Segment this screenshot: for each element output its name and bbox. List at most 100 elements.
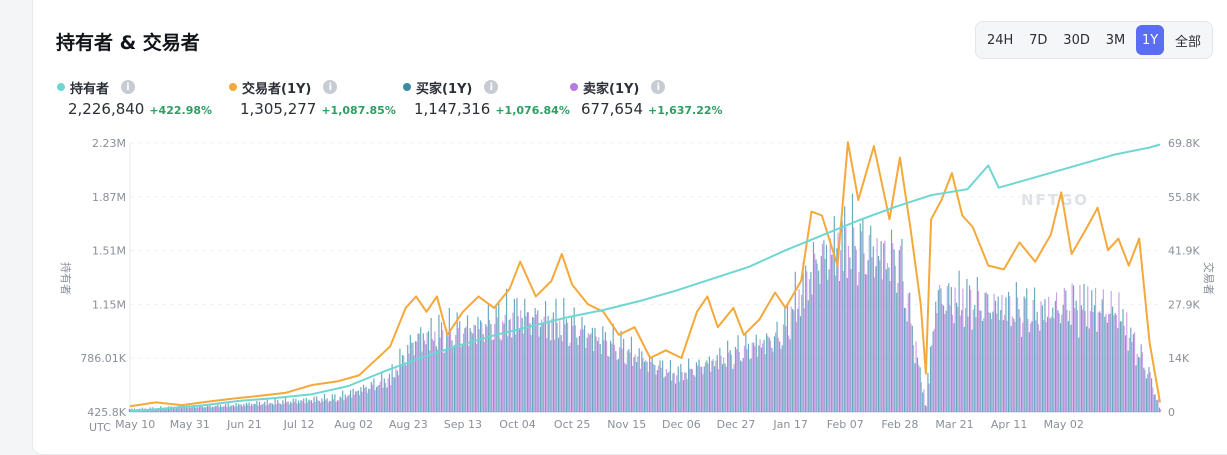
legend-change: +422.98% [149, 104, 213, 117]
seller-bar [1152, 387, 1154, 412]
buyer-bar [823, 240, 825, 412]
buyer-bar [212, 406, 214, 412]
seller-bar [301, 401, 303, 412]
buyer-bar [300, 399, 302, 412]
seller-bar [244, 405, 246, 412]
buyer-bar [1093, 305, 1095, 412]
seller-bar [200, 406, 202, 412]
buyer-bar [539, 326, 541, 412]
legend-item-traders[interactable]: 交易者(1Y) i 1,305,277 +1,087.85% [229, 78, 396, 118]
legend-item-sellers[interactable]: 卖家(1Y) i 677,654 +1,637.22% [570, 78, 723, 118]
buyer-bar [1151, 378, 1153, 412]
buyer-bar [685, 372, 687, 412]
buyer-bar [386, 387, 388, 412]
seller-bar [465, 326, 467, 412]
buyer-bar [529, 323, 531, 412]
seller-bar [749, 359, 751, 412]
buyer-bar [919, 367, 921, 412]
buyer-bar [1002, 320, 1004, 412]
legend-value: 2,226,840 [68, 100, 145, 118]
seller-bar [395, 368, 397, 412]
buyer-bar [981, 320, 984, 412]
buyer-bar [1031, 321, 1033, 412]
seller-bar [1029, 323, 1032, 412]
seller-bar [426, 332, 428, 412]
buyer-bar [945, 310, 947, 412]
seller-bar [348, 394, 350, 412]
buyer-bar [238, 403, 240, 412]
buyer-bar [909, 292, 911, 412]
seller-bar [462, 333, 465, 412]
buyer-bar [758, 345, 760, 412]
buyer-bar [1036, 311, 1038, 412]
buyer-bar [675, 383, 677, 412]
seller-bar [1048, 296, 1050, 412]
buyer-bar [355, 391, 357, 412]
buyer-bar [399, 348, 401, 412]
seller-bar [741, 361, 743, 412]
buyer-bar [602, 326, 604, 412]
seller-bar [611, 343, 613, 412]
seller-bar [894, 265, 896, 412]
seller-bar [431, 338, 433, 412]
buyer-bar [1075, 300, 1077, 412]
buyer-bar [828, 269, 830, 412]
seller-bar [720, 355, 722, 412]
range-30d-button[interactable]: 30D [1063, 32, 1090, 48]
buyer-bar [623, 338, 625, 412]
info-icon[interactable]: i [484, 80, 499, 94]
buyer-bar [786, 306, 789, 412]
buyer-bar [1080, 305, 1082, 412]
range-all-button[interactable]: 全部 [1174, 34, 1201, 50]
legend-item-buyers[interactable]: 买家(1Y) i 1,147,316 +1,076.84% [403, 78, 570, 118]
buyer-bar [521, 318, 523, 412]
seller-bar [1011, 316, 1013, 412]
range-1y-button[interactable]: 1Y [1136, 25, 1165, 55]
range-24h-button[interactable]: 24H [986, 32, 1014, 48]
buyer-bar [825, 244, 828, 412]
buyer-bar [485, 324, 487, 412]
seller-bar [889, 281, 891, 412]
x-tick-label: Apr 11 [991, 418, 1028, 431]
seller-bar [738, 351, 740, 412]
range-3m-button[interactable]: 3M [1105, 32, 1126, 48]
seller-bar [156, 409, 158, 412]
buyer-bar [698, 359, 700, 412]
seller-bar [215, 406, 218, 412]
buyer-bar [253, 403, 255, 412]
seller-bar [317, 400, 319, 412]
buyer-bar [984, 292, 986, 412]
seller-bar [967, 316, 969, 412]
seller-bar [1076, 310, 1078, 412]
buyer-bar [664, 376, 666, 412]
buyer-bar [412, 342, 414, 412]
seller-bar [382, 387, 384, 412]
buyer-bar [193, 406, 196, 412]
seller-bar [460, 346, 462, 412]
legend-change: +1,637.22% [648, 104, 723, 117]
seller-bar [286, 402, 288, 412]
x-tick-label: Oct 25 [554, 418, 591, 431]
seller-bar [470, 331, 472, 412]
info-icon[interactable]: i [323, 80, 338, 94]
seller-bar [434, 331, 436, 412]
legend-label: 买家(1Y) [416, 81, 473, 97]
buyer-bar [885, 269, 887, 412]
seller-bar [504, 315, 506, 412]
seller-bar [1022, 322, 1024, 412]
legend-item-holders[interactable]: 持有者 i 2,226,840 +422.98% [57, 78, 212, 118]
seller-bar [340, 397, 342, 412]
buyer-bar [1049, 318, 1051, 412]
buyer-bar [251, 403, 253, 412]
seller-bar [907, 293, 909, 412]
info-icon[interactable]: i [651, 80, 666, 94]
buyer-bar [1044, 299, 1046, 412]
buyer-bar [316, 396, 318, 412]
seller-bar [538, 336, 540, 412]
buyer-bar [544, 301, 547, 412]
range-7d-button[interactable]: 7D [1029, 32, 1048, 48]
info-icon[interactable]: i [121, 80, 136, 94]
buyer-bar [768, 337, 770, 412]
buyer-bar [716, 354, 718, 412]
